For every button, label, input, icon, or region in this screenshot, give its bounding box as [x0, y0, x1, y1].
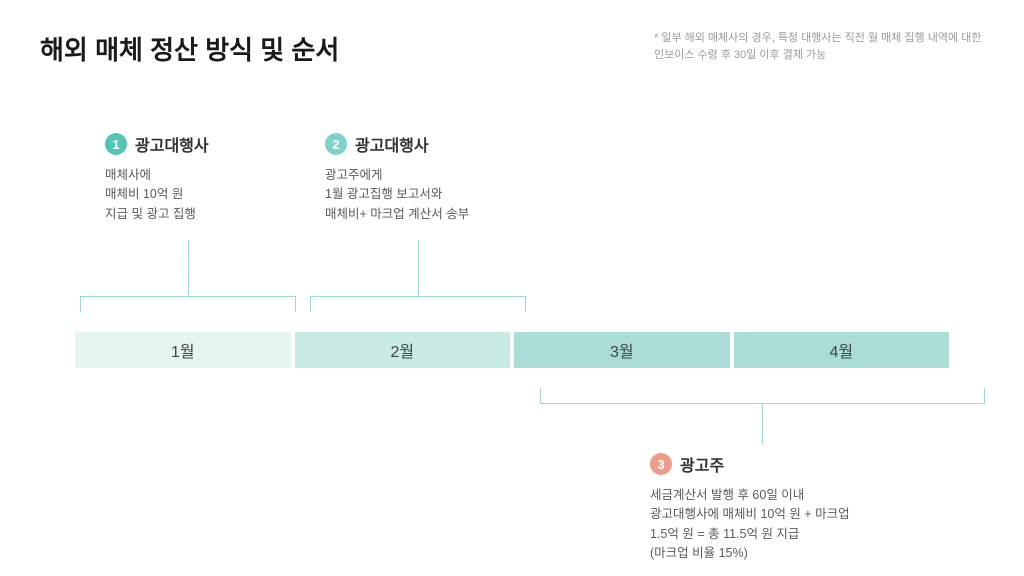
footnote: * 일부 해외 매체사의 경우, 특정 대행사는 직전 월 매체 집행 내역에 …: [654, 30, 984, 63]
step-2-title: 광고대행사: [355, 132, 429, 156]
step-1: 1 광고대행사 매체사에 매체비 10억 원 지급 및 광고 집행: [105, 132, 305, 224]
step-3: 3 광고주 세금계산서 발행 후 60일 이내 광고대행사에 매체비 10억 원…: [650, 452, 980, 564]
step-2-desc: 광고주에게 1월 광고집행 보고서와 매체비+ 마크업 계산서 송부: [325, 166, 585, 224]
step-3-desc: 세금계산서 발행 후 60일 이내 광고대행사에 매체비 10억 원 + 마크업…: [650, 486, 980, 564]
stem-2: [418, 240, 419, 296]
step-1-title: 광고대행사: [135, 132, 209, 156]
bracket-bot: [540, 388, 985, 404]
bracket-top-1: [80, 296, 296, 312]
badge-3: 3: [650, 453, 672, 475]
month-4: 4월: [734, 332, 950, 368]
badge-1: 1: [105, 133, 127, 155]
timeline: 1월 2월 3월 4월: [75, 332, 949, 368]
badge-2: 2: [325, 133, 347, 155]
month-2: 2월: [295, 332, 511, 368]
bracket-top-2: [310, 296, 526, 312]
stem-3: [762, 404, 763, 444]
step-2: 2 광고대행사 광고주에게 1월 광고집행 보고서와 매체비+ 마크업 계산서 …: [325, 132, 585, 224]
month-1: 1월: [75, 332, 291, 368]
step-1-desc: 매체사에 매체비 10억 원 지급 및 광고 집행: [105, 166, 305, 224]
step-3-title: 광고주: [680, 452, 724, 476]
month-3: 3월: [514, 332, 730, 368]
stem-1: [188, 240, 189, 296]
